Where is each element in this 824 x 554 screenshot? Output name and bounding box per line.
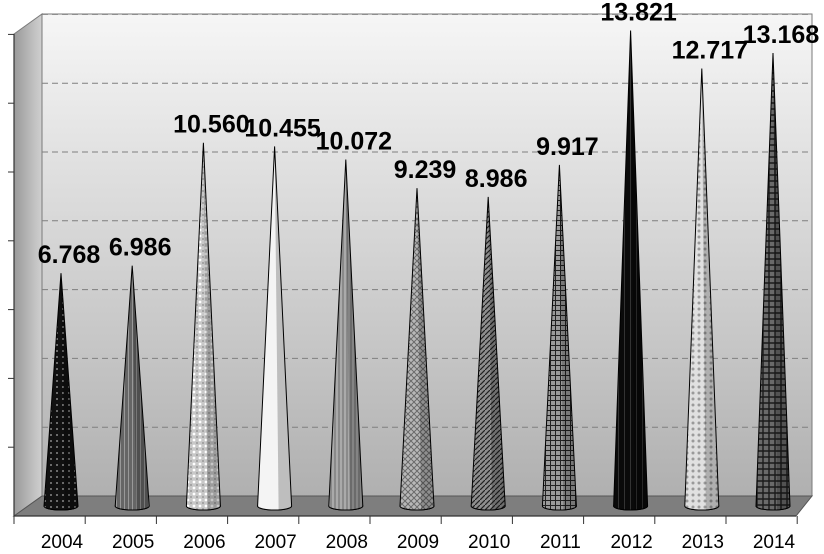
gridlines [42,13,812,428]
cones [43,30,791,511]
value-label-2011: 9.917 [536,133,599,161]
value-label-2008: 10.072 [316,128,392,156]
x-tick-label-2014: 2014 [753,532,796,553]
value-label-2014: 13.168 [743,21,820,49]
cone-2010 [470,196,506,511]
cone-2004 [43,273,79,511]
x-tick-label-2008: 2008 [326,532,368,553]
cone-2005 [114,265,150,511]
x-tick-label-2006: 2006 [183,532,225,553]
cone-2008 [328,159,364,511]
value-label-2005: 6.986 [109,234,172,262]
value-label-2012: 13.821 [600,0,677,27]
x-tick-label-2005: 2005 [112,532,154,553]
cone-2009 [399,188,435,511]
x-tick-label-2013: 2013 [682,532,724,553]
x-tick-labels: 2004 2005 2006 2007 2008 2009 2010 2011 2012 2013… [41,532,796,553]
value-label-2009: 9.239 [394,156,457,184]
cone-2013 [684,68,720,511]
cone-2011 [541,164,577,511]
cone-2012 [613,30,649,511]
x-tick-label-2004: 2004 [41,532,84,553]
value-label-2013: 12.717 [672,37,748,65]
value-label-2010: 8.986 [465,165,528,193]
value-label-2007: 10.455 [244,114,321,142]
value-label-2004: 6.768 [38,241,101,269]
axes [8,33,798,524]
x-tick-label-2009: 2009 [397,532,439,553]
cone-2014 [755,53,791,511]
x-tick-label-2011: 2011 [540,532,581,553]
x-tick-label-2007: 2007 [254,532,296,553]
x-tick-label-2010: 2010 [468,532,510,553]
value-label-2006: 10.560 [173,111,249,139]
x-tick-label-2012: 2012 [610,532,652,553]
cone-2006 [185,142,221,511]
cone-2007 [257,146,293,511]
